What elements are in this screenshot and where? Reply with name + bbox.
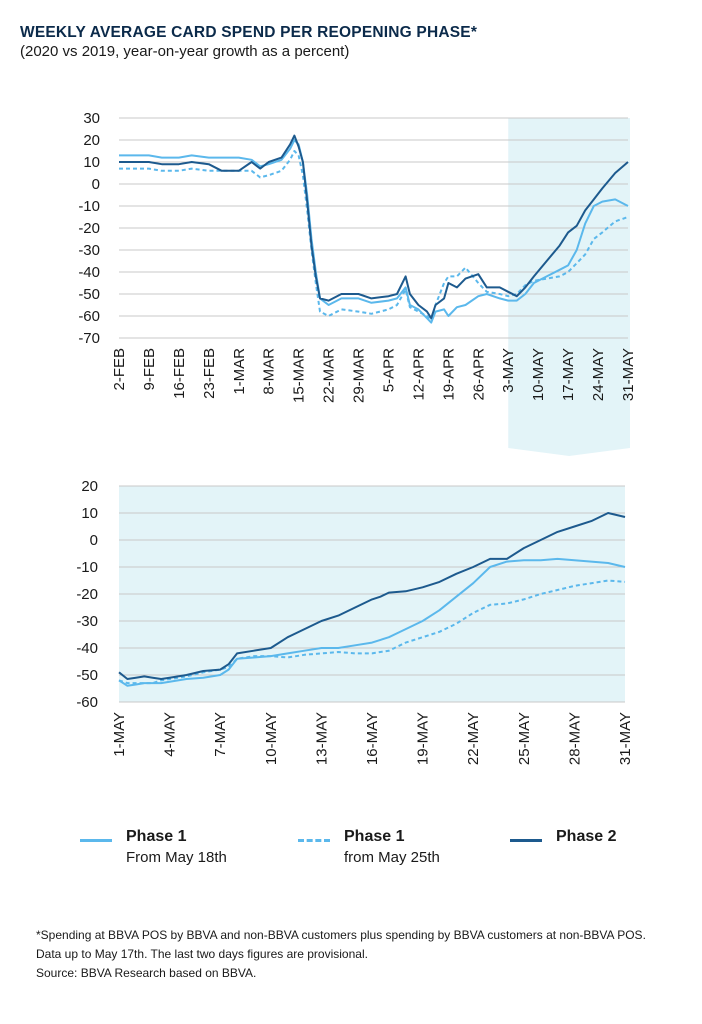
x-tick-label: 19-APR (440, 348, 457, 401)
x-tick-label: 22-MAY (465, 712, 482, 765)
y-tick-label: -40 (76, 640, 98, 657)
x-tick-label: 16-MAY (364, 712, 381, 765)
x-tick-label: 16-FEB (171, 348, 188, 399)
x-tick-label: 12-APR (410, 348, 427, 401)
y-tick-label: -50 (78, 286, 100, 303)
y-tick-label: -70 (78, 330, 100, 347)
x-tick-label: 22-MAR (321, 348, 338, 403)
x-tick-label: 29-MAR (351, 348, 368, 403)
series-line (118, 557, 626, 687)
y-tick-label: 0 (90, 532, 98, 549)
legend-swatch-dashed-light (298, 839, 330, 842)
legend-swatch-solid-light (80, 839, 112, 842)
footnote-text: *Spending at BBVA POS by BBVA and non-BB… (36, 928, 646, 961)
y-tick-label: -60 (76, 694, 98, 711)
x-tick-label: 26-APR (470, 348, 487, 401)
x-tick-label: 10-MAY (530, 348, 547, 401)
y-tick-label: -20 (76, 586, 98, 603)
x-tick-label: 25-MAY (516, 712, 533, 765)
x-tick-label: 15-MAR (291, 348, 308, 403)
legend-name: Phase 1 (126, 828, 187, 845)
series-line (119, 139, 629, 324)
x-tick-label: 31-MAY (620, 348, 637, 401)
y-tick-label: 10 (81, 505, 98, 522)
x-tick-label: 10-MAY (263, 712, 280, 765)
legend-name: Phase 1 (344, 828, 405, 845)
y-tick-label: -30 (76, 613, 98, 630)
x-tick-label: 19-MAY (415, 712, 432, 765)
chart-title: WEEKLY AVERAGE CARD SPEND PER REOPENING … (20, 24, 478, 41)
series-line (119, 150, 629, 322)
y-tick-label: -60 (78, 308, 100, 325)
source-text: Source: BBVA Research based on BBVA. (36, 966, 257, 980)
footnote: *Spending at BBVA POS by BBVA and non-BB… (36, 926, 666, 983)
y-tick-label: -40 (78, 264, 100, 281)
series-line (119, 134, 629, 320)
x-tick-label: 28-MAY (566, 712, 583, 765)
y-tick-label: 10 (83, 154, 100, 171)
x-tick-label: 24-MAY (590, 348, 607, 401)
y-tick-label: 30 (83, 110, 100, 127)
top-chart: 30 20 10 0 -10 -20 -30 -40 -50 -60 -70 2-FEB 9-FEB 16… (78, 110, 637, 456)
x-tick-label: 17-MAY (560, 348, 577, 401)
y-tick-label: 0 (92, 176, 100, 193)
legend-swatch-solid-dark (510, 839, 542, 842)
x-tick-label: 31-MAY (617, 712, 634, 765)
legend-name: Phase 2 (556, 828, 617, 845)
y-tick-label: -10 (78, 198, 100, 215)
legend-sub: From May 18th (126, 849, 227, 866)
y-tick-label: 20 (81, 478, 98, 495)
x-tick-label: 2-FEB (111, 348, 128, 391)
x-tick-label: 7-MAY (212, 712, 229, 757)
x-tick-label: 13-MAY (313, 712, 330, 765)
y-tick-label: -30 (78, 242, 100, 259)
x-tick-label: 1-MAY (111, 712, 128, 757)
x-tick-label: 1-MAR (231, 348, 248, 395)
y-tick-label: -50 (76, 667, 98, 684)
series-line (118, 512, 626, 680)
x-tick-label: 5-APR (380, 348, 397, 392)
y-tick-label: -10 (76, 559, 98, 576)
y-tick-label: -20 (78, 220, 100, 237)
series-line (118, 579, 626, 685)
x-tick-label: 4-MAY (162, 712, 179, 757)
y-tick-label: 20 (83, 132, 100, 149)
bottom-chart: 20 10 0 -10 -20 -30 -40 -50 -60 1-MAY 4-MAY 7-MAY 10… (76, 478, 634, 765)
chart-subtitle: (2020 vs 2019, year-on-year growth as a … (20, 43, 350, 60)
x-tick-label: 9-FEB (141, 348, 158, 391)
x-tick-label: 23-FEB (201, 348, 218, 399)
legend-sub: from May 25th (344, 849, 440, 866)
x-tick-label: 3-MAY (500, 348, 517, 393)
x-tick-label: 8-MAR (261, 348, 278, 395)
